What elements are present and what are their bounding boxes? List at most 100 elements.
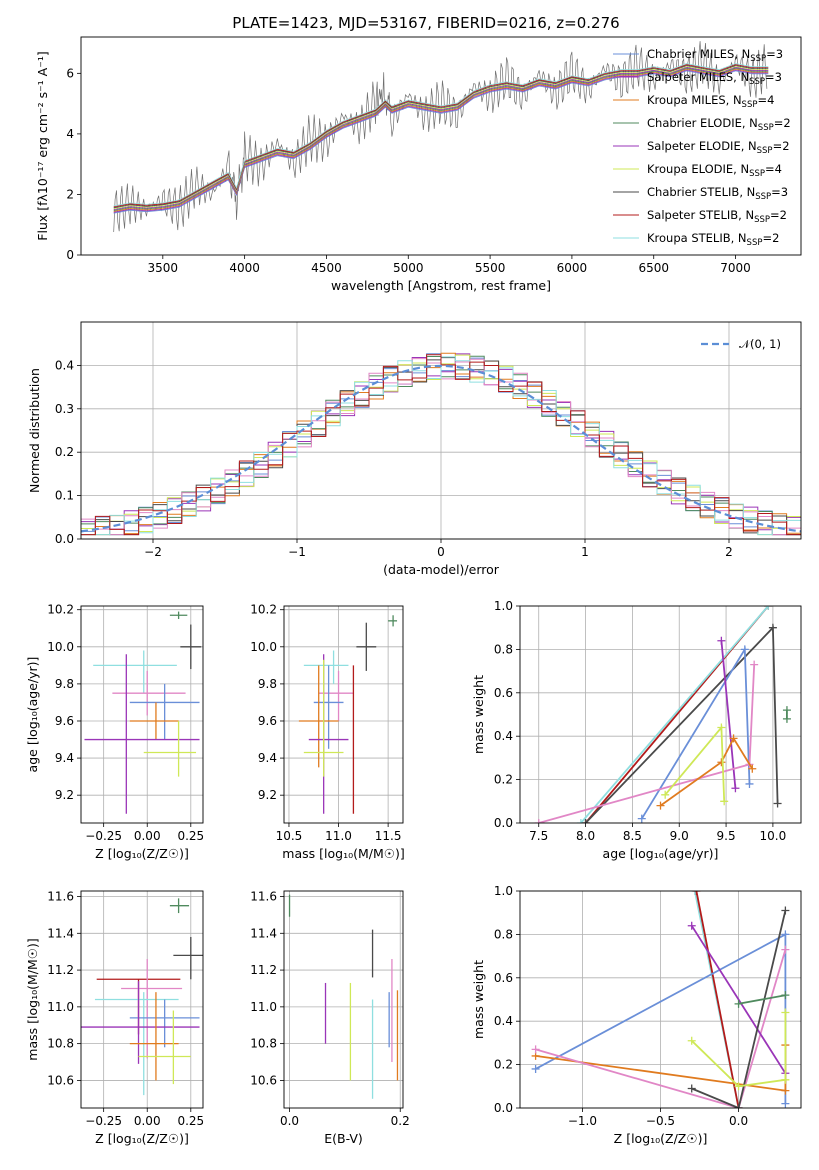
legend-entry: Chabrier MILES, NSSP=3 [647, 47, 783, 64]
weight-marker [661, 790, 670, 799]
y-tick-label: 11.2 [250, 963, 277, 977]
mass_vs_EBV-frame [283, 890, 404, 1109]
y-tick-label: 0.0 [494, 816, 513, 830]
weight-marker [781, 991, 790, 1000]
y-tick-label: 0.0 [494, 1101, 513, 1115]
x-tick-label: 9.0 [670, 829, 689, 843]
weight-marker [690, 891, 699, 895]
weight-marker [729, 734, 738, 743]
y-tick-label: 11.6 [47, 890, 74, 904]
x-tick-label: 7.5 [529, 829, 548, 843]
weight-marker [720, 797, 729, 806]
age_vs_mass-axes [280, 606, 403, 827]
y-tick-label: 9.6 [55, 714, 74, 728]
x-tick-label: 5500 [475, 261, 506, 275]
weight-marker [781, 945, 790, 954]
weight-marker [782, 714, 791, 723]
legend-entry: Kroupa STELIB, NSSP=2 [647, 231, 779, 248]
weight-marker [740, 645, 749, 654]
x-tick-label: 5000 [393, 261, 424, 275]
y-tick-label: 0.8 [494, 927, 513, 941]
x-tick-label: 8.5 [623, 829, 642, 843]
weight-marker [687, 921, 696, 930]
y-tick-label: 0.8 [494, 642, 513, 656]
y-tick-label: 0.2 [494, 1058, 513, 1072]
weight-line [535, 949, 787, 1108]
weight-marker [687, 1084, 696, 1093]
y-tick-label: 11.4 [47, 926, 74, 940]
y-tick-label: 10.2 [47, 603, 74, 617]
y-axis-label: mass [log₁₀(M/M☉)] [25, 938, 40, 1060]
age_vs_Z-frame [80, 605, 204, 824]
weight-marker [656, 801, 665, 810]
weight-marker [531, 1064, 540, 1073]
weight-marker [745, 779, 754, 788]
x-tick-label: −2 [144, 545, 162, 559]
weight-marker [750, 660, 759, 669]
weight-line [659, 736, 754, 807]
age_vs_Z-points [84, 611, 202, 814]
weight-line [691, 910, 787, 1108]
weight-marker [781, 1075, 790, 1084]
weight-marker [717, 723, 726, 732]
legend-entry: 𝒩(0, 1) [739, 337, 781, 351]
x-tick-label: −0.5 [646, 1114, 675, 1128]
x-tick-label: 6000 [557, 261, 588, 275]
y-tick-label: 11.2 [47, 963, 74, 977]
model-spectrum-line [113, 65, 769, 209]
x-axis-label: Z [log₁₀(Z/Z☉)] [95, 1131, 189, 1146]
y-tick-label: 10.0 [250, 640, 277, 654]
y-tick-label: 0.4 [55, 358, 74, 372]
weight-marker [581, 819, 590, 823]
mass_vs_Z-points [81, 898, 203, 1096]
y-tick-label: 2 [66, 187, 74, 201]
y-tick-label: 10.2 [250, 603, 277, 617]
y-tick-label: 11.0 [250, 1000, 277, 1014]
figure-title: PLATE=1423, MJD=53167, FIBERID=0216, z=0… [232, 14, 619, 32]
x-tick-label: 0.00 [134, 829, 161, 843]
x-axis-label: Z [log₁₀(Z/Z☉)] [95, 846, 189, 861]
y-tick-label: 0.0 [55, 532, 74, 546]
x-axis-label: age [log₁₀(age/yr)] [603, 846, 719, 861]
weight-marker [531, 1045, 540, 1054]
x-tick-label: 11.5 [375, 829, 402, 843]
legend-entry: Salpeter STELIB, NSSP=2 [647, 208, 787, 225]
y-tick-label: 10.6 [47, 1073, 74, 1087]
y-tick-label: 9.4 [55, 751, 74, 765]
weight_vs_age-series [534, 606, 791, 823]
chart-layer: 3500 4000 4500 5000 5500 6000 6500 7000 0 2 4 6 wave… [25, 36, 802, 1146]
x-axis-label: (data-model)/error [383, 562, 500, 577]
y-tick-label: 9.8 [55, 677, 74, 691]
y-axis-label: mass weight [471, 960, 486, 1039]
weight_vs_Z-series [531, 891, 790, 1108]
y-tick-label: 0.2 [494, 773, 513, 787]
mass_vs_EBV-axes [280, 891, 403, 1112]
x-tick-label: 0.00 [134, 1114, 161, 1128]
weight-line [695, 891, 740, 1108]
weight-marker [781, 1086, 790, 1095]
x-tick-label: 0.25 [177, 1114, 204, 1128]
legend-entry: Salpeter ELODIE, NSSP=2 [647, 139, 790, 156]
model-spectrum-line [113, 69, 769, 213]
y-axis-label: Normed distribution [27, 368, 42, 493]
x-tick-label: −0.25 [85, 1114, 122, 1128]
weight-line [738, 994, 786, 1005]
y-axis-label: mass weight [471, 675, 486, 754]
x-axis-label: E(B-V) [324, 1131, 363, 1146]
weight-marker [637, 814, 646, 823]
y-tick-label: 0.6 [494, 971, 513, 985]
x-tick-label: 7000 [720, 261, 751, 275]
y-tick-label: 10.8 [47, 1037, 74, 1051]
y-tick-label: 9.6 [258, 714, 277, 728]
weight-marker [781, 1008, 790, 1017]
x-tick-label: 0.0 [280, 1114, 299, 1128]
model-spectrum-line [113, 64, 769, 208]
y-tick-label: 0.3 [55, 402, 74, 416]
y-tick-label: 0.1 [55, 489, 74, 503]
x-tick-label: 10.5 [276, 829, 303, 843]
y-tick-label: 11.0 [47, 1000, 74, 1014]
x-axis-label: wavelength [Angstrom, rest frame] [331, 278, 551, 293]
model-spectrum-line [113, 65, 769, 210]
weight_vs_age-axes [516, 605, 801, 827]
